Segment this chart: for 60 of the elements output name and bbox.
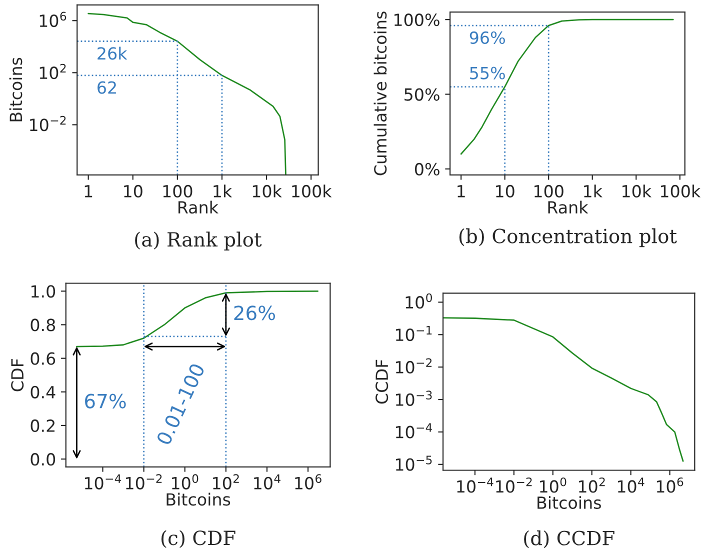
x-tick-label: 1 bbox=[458, 185, 465, 198]
y-tick-label: 0.4 bbox=[30, 386, 56, 398]
x-tick-label: 10$^{2}$ bbox=[579, 477, 605, 493]
x-tick-label: 10$^{2}$ bbox=[213, 474, 239, 490]
x-tick-label: 100 bbox=[163, 184, 192, 198]
x-tick-label: 10$^{−2}$ bbox=[496, 477, 532, 493]
x-tick-label: 10$^{0}$ bbox=[172, 474, 198, 490]
y-tick-label: 100% bbox=[394, 14, 440, 26]
y-tick-label: 1.0 bbox=[31, 285, 56, 298]
y-tick-label: 0.8 bbox=[30, 318, 56, 332]
x-tick-label: 10$^{4}$ bbox=[254, 474, 280, 490]
x-tick-label: 100k bbox=[660, 184, 701, 198]
y-axis-title: CCDF bbox=[376, 360, 388, 404]
y-tick-label: 0% bbox=[414, 162, 440, 176]
x-axis-title: Bitcoins bbox=[166, 492, 230, 506]
y-tick-label: 10$^{−2}$ bbox=[396, 358, 432, 374]
x-axis-title: Rank bbox=[548, 200, 588, 214]
x-tick-label: 10k bbox=[252, 184, 282, 198]
y-tick-label: 10$^{0}$ bbox=[406, 293, 432, 309]
x-tick-label: 10$^{−4}$ bbox=[85, 474, 122, 490]
x-tick-label: 10$^{6}$ bbox=[295, 474, 322, 490]
x-tick-label: 10$^{0}$ bbox=[540, 477, 566, 493]
x-tick-label: 10$^{−2}$ bbox=[126, 474, 162, 490]
ref-line-label: 26k bbox=[98, 46, 128, 60]
y-tick-label: 0.0 bbox=[30, 453, 56, 466]
y-tick-label: 10$^{−1}$ bbox=[396, 326, 432, 342]
ref-line-label: 55% bbox=[470, 66, 505, 80]
y-tick-label: 10$^{2}$ bbox=[40, 64, 66, 80]
text: (c) CDF bbox=[161, 530, 236, 548]
ref-line-label: 62 bbox=[98, 81, 116, 94]
x-axis-title: Bitcoins bbox=[538, 496, 601, 510]
y-axis-title: Bitcoins bbox=[9, 58, 22, 122]
x-tick-label: 10 bbox=[496, 184, 514, 198]
x-tick-label: 10$^{−4}$ bbox=[457, 478, 494, 493]
x-tick-label: 100 bbox=[534, 184, 564, 198]
y-tick-label: 10$^{−2}$ bbox=[30, 116, 66, 132]
y-tick-label: 0.6 bbox=[30, 352, 56, 365]
x-tick-label: 10 bbox=[124, 184, 142, 198]
y-tick-label: 10$^{−5}$ bbox=[396, 456, 432, 471]
x-tick-label: 100k bbox=[292, 184, 332, 198]
x-axis-title: Rank bbox=[178, 200, 218, 214]
ref-line-label: 96% bbox=[470, 31, 505, 44]
x-tick-label: 1k bbox=[214, 184, 232, 198]
y-axis-title: Cumulative bitcoins bbox=[374, 12, 387, 176]
text: (a) Rank plot bbox=[135, 232, 262, 250]
y-tick-label: 50% bbox=[404, 88, 440, 101]
y-tick-label: 0.2 bbox=[30, 419, 55, 432]
text: (b) Concentration plot bbox=[459, 228, 677, 248]
x-tick-label: 1 bbox=[84, 185, 92, 198]
annotation: 26% bbox=[234, 306, 276, 320]
y-tick-label: 10$^{−3}$ bbox=[396, 390, 432, 406]
x-tick-label: 10$^{6}$ bbox=[656, 477, 684, 493]
y-tick-label: 10$^{6}$ bbox=[40, 12, 66, 28]
x-tick-label: 10$^{4}$ bbox=[618, 478, 644, 493]
x-tick-label: 1k bbox=[584, 184, 602, 198]
text: (d) CCDF bbox=[524, 530, 614, 548]
x-tick-label: 10k bbox=[622, 184, 652, 198]
y-tick-label: 10$^{−4}$ bbox=[396, 423, 432, 438]
annotation: 67% bbox=[85, 394, 126, 408]
y-axis-title: CDF bbox=[11, 359, 24, 392]
